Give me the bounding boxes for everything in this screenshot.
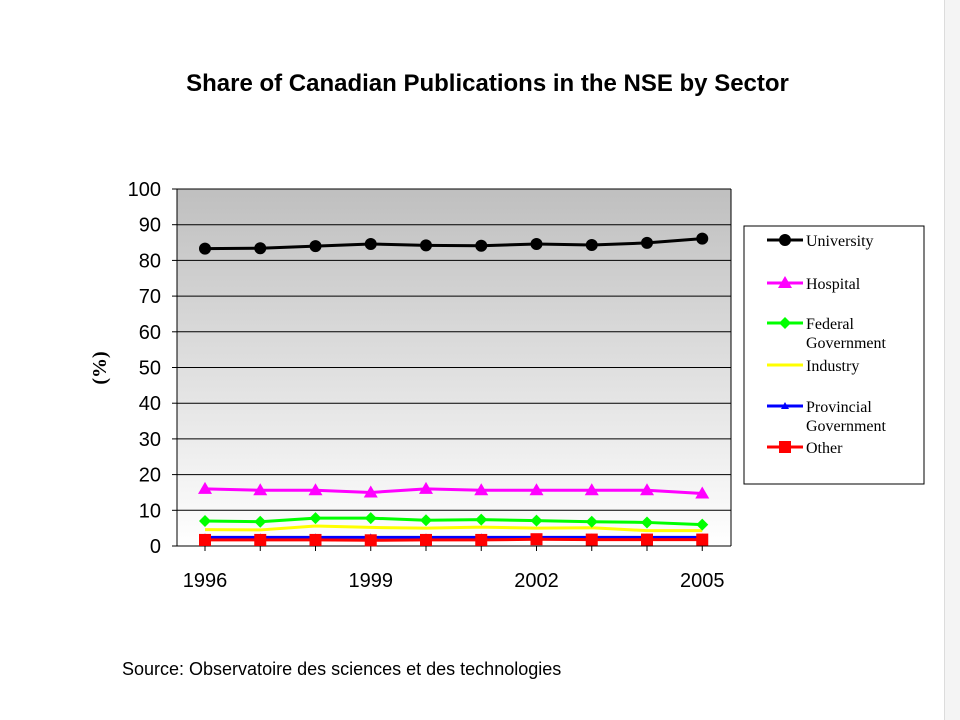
data-point [695, 486, 710, 499]
data-point [475, 533, 488, 546]
y-tick-label: 100 [128, 179, 161, 201]
legend-item-provincial-government: Provincial Government [767, 399, 887, 435]
series-other [199, 533, 709, 547]
data-point [530, 237, 543, 250]
data-point [199, 515, 211, 528]
data-point [584, 483, 599, 496]
series-federal-government [199, 512, 709, 531]
y-tick-label: 80 [139, 250, 161, 272]
data-point [641, 533, 653, 546]
data-point [363, 485, 378, 498]
data-point [253, 483, 268, 496]
data-point [641, 516, 653, 529]
data-point [696, 533, 709, 546]
y-tick-label: 60 [139, 322, 161, 344]
chart-title: Share of Canadian Publications in the NS… [186, 70, 789, 97]
legend-swatch-marker [781, 402, 789, 409]
legend-item-federal-government: Federal Government [767, 316, 887, 352]
data-point [199, 242, 211, 255]
x-tick-label: 2002 [514, 570, 559, 592]
x-tick-label: 1996 [183, 570, 228, 592]
series-industry [204, 524, 703, 533]
data-point [199, 533, 211, 546]
data-point [585, 515, 598, 528]
legend-swatch-marker [779, 234, 791, 246]
data-point [530, 533, 543, 546]
series-group [198, 232, 710, 547]
y-tick-label: 10 [139, 500, 161, 522]
series-line [205, 537, 703, 542]
data-point [696, 518, 709, 531]
legend: University Hospital Federal Government Indus… [743, 225, 925, 485]
data-point [420, 239, 432, 252]
legend-item-industry: Industry [767, 358, 859, 375]
legend-label: Other [806, 440, 843, 457]
tick-labels: 0 10 20 30 40 50 60 70 80 90 100 1996 1999 2002 2005 [128, 179, 725, 592]
legend-swatch-marker [778, 276, 792, 288]
data-point [474, 483, 489, 496]
data-point [309, 240, 322, 253]
data-point [420, 514, 432, 527]
data-point [585, 533, 598, 546]
legend-box [743, 225, 925, 485]
y-tick-label: 70 [139, 286, 161, 308]
data-point [419, 481, 433, 494]
x-tick-label: 1999 [349, 570, 394, 592]
y-tick-label: 0 [150, 536, 161, 558]
data-point [309, 512, 322, 525]
y-axis-label: (%) [89, 351, 111, 384]
window-edge-strip [944, 0, 960, 720]
y-tick-label: 90 [139, 215, 161, 237]
data-point [309, 533, 322, 546]
axes [172, 188, 732, 551]
data-point [420, 533, 432, 546]
legend-item-university: University [767, 233, 874, 250]
data-point [475, 239, 488, 252]
legend-item-hospital: Hospital [767, 276, 861, 293]
series-line [204, 524, 703, 533]
legend-swatch-marker [779, 441, 791, 453]
series-university [199, 232, 709, 255]
data-point [530, 514, 543, 527]
data-point [364, 534, 377, 547]
grid-lines [177, 188, 731, 511]
y-tick-label: 20 [139, 465, 161, 487]
legend-label: Hospital [806, 276, 861, 293]
data-point [529, 483, 544, 496]
data-point [198, 481, 212, 494]
y-tick-label: 30 [139, 429, 161, 451]
legend-label: Industry [806, 358, 859, 375]
data-point [640, 483, 654, 496]
legend-label: University [806, 233, 874, 250]
y-tick-label: 40 [139, 393, 161, 415]
legend-label: Provincial Government [806, 399, 887, 435]
legend-swatch-marker [779, 317, 791, 329]
data-point [308, 483, 323, 496]
series-line [204, 237, 703, 251]
data-point [475, 513, 488, 526]
data-point [696, 232, 709, 245]
legend-item-other: Other [767, 440, 843, 457]
data-point [254, 533, 267, 546]
x-tick-label: 2005 [680, 570, 725, 592]
y-tick-label: 50 [139, 358, 161, 380]
series-line [204, 516, 703, 527]
data-point [364, 512, 377, 525]
series-line [204, 487, 703, 496]
data-point [641, 236, 653, 249]
data-point [254, 242, 267, 255]
data-point [254, 515, 267, 528]
data-point [585, 239, 598, 252]
data-point [364, 237, 377, 250]
legend-label: Federal Government [806, 316, 887, 352]
series-hospital [198, 481, 710, 499]
source-note: Source: Observatoire des sciences et des… [122, 659, 562, 679]
